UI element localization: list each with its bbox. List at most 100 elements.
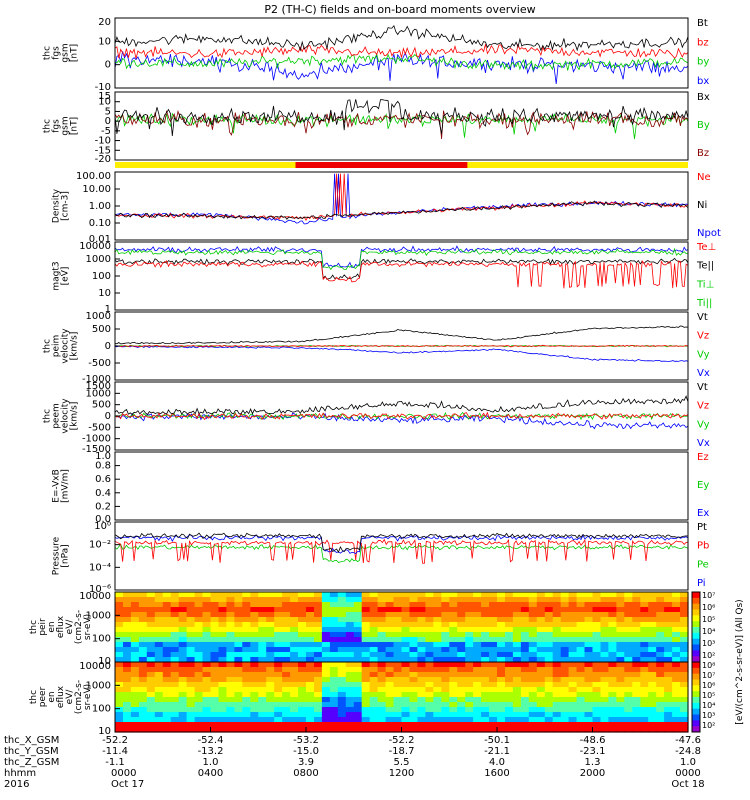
spectrogram-cell <box>282 652 291 658</box>
spectrogram-cell <box>266 612 275 618</box>
spectrogram-cell <box>337 712 347 718</box>
spectrogram-cell <box>178 632 188 638</box>
spectrogram-cell <box>282 642 291 648</box>
spectrogram-cell <box>680 722 689 728</box>
spectrogram-cell <box>170 672 180 678</box>
spectrogram-cell <box>266 662 275 668</box>
y-tick-label: 1000 <box>86 680 111 691</box>
spectrogram-cell <box>401 667 411 673</box>
spectrogram-cell <box>218 672 228 678</box>
panel-density-plot <box>114 173 689 225</box>
spectrogram-cell <box>282 692 291 698</box>
spectrogram-cell <box>377 652 387 658</box>
spectrogram-cell <box>536 717 546 723</box>
spectrogram-cell <box>648 672 657 678</box>
spectrogram-cell <box>560 692 570 698</box>
spectrogram-cell <box>417 702 426 708</box>
spectrogram-cell <box>250 657 259 663</box>
spectrogram-cell <box>568 672 578 678</box>
spectrogram-cell <box>329 597 339 603</box>
spectrogram-cell <box>441 632 450 638</box>
spectrogram-cell <box>520 712 530 718</box>
spectrogram-cell <box>242 717 251 723</box>
spectrogram-cell <box>138 607 148 613</box>
y-tick-label: 0 <box>105 116 111 127</box>
spectrogram-cell <box>409 602 419 608</box>
spectrogram-cell <box>528 677 538 683</box>
spectrogram-cell <box>664 697 673 703</box>
spectrogram-cell <box>234 687 243 693</box>
spectrogram-cell <box>385 692 395 698</box>
spectrogram-cell <box>377 702 387 708</box>
ylabel-line: [nT] <box>70 117 80 135</box>
colorbar-swatch <box>692 702 700 710</box>
spectrogram-cell <box>624 612 633 618</box>
spectrogram-cell <box>329 667 339 673</box>
spectrogram-cell <box>608 697 617 703</box>
spectrogram-cell <box>314 712 323 718</box>
spectrogram-cell <box>306 602 315 608</box>
spectrogram-cell <box>672 612 681 618</box>
colorbar-tick-label: 10³ <box>702 711 715 720</box>
spectrogram-cell <box>202 712 212 718</box>
spectrogram-cell <box>321 622 331 628</box>
spectrogram-cell <box>433 602 442 608</box>
spectrogram-cell <box>664 667 673 673</box>
spectrogram-cell <box>130 662 140 668</box>
spectrogram-cell <box>314 672 323 678</box>
spectrogram-cell <box>274 662 283 668</box>
spectrogram-cell <box>680 687 689 693</box>
spectrogram-cell <box>512 642 522 648</box>
spectrogram-cell <box>178 612 188 618</box>
spectrogram-cell <box>449 647 458 653</box>
y-tick-label: 0.4 <box>95 488 111 499</box>
spectrogram-cell <box>218 667 228 673</box>
spectrogram-cell <box>393 682 403 688</box>
spectrogram-cell <box>266 617 275 623</box>
spectrogram-cell <box>497 637 506 643</box>
spectrogram-cell <box>544 727 554 733</box>
spectrogram-cell <box>202 607 212 613</box>
spectrogram-cell <box>425 607 434 613</box>
spectrogram-cell <box>505 672 514 678</box>
spectrogram-cell <box>282 687 291 693</box>
spectrogram-cell <box>552 637 562 643</box>
spectrogram-cell <box>608 722 617 728</box>
spectrogram-cell <box>361 662 371 668</box>
spectrogram-cell <box>648 592 657 598</box>
spectrogram-cell <box>481 627 490 633</box>
spectrogram-cell <box>481 677 490 683</box>
spectrogram-cell <box>178 702 188 708</box>
spectrogram-cell <box>544 597 554 603</box>
spectrogram-cell <box>306 607 315 613</box>
spectrogram-cell <box>544 602 554 608</box>
panel-frame <box>114 171 689 241</box>
spectrogram-cell <box>568 697 578 703</box>
spectrogram-cell <box>568 702 578 708</box>
spectrogram-cell <box>465 722 474 728</box>
spectrogram-cell <box>250 597 259 603</box>
spectrogram-cell <box>576 677 586 683</box>
spectrogram-cell <box>425 677 434 683</box>
spectrogram-cell <box>584 597 594 603</box>
spectrogram-cell <box>465 677 474 683</box>
spectrogram-cell <box>123 597 132 603</box>
y-tick-label: 10⁻⁶ <box>89 584 111 595</box>
spectrogram-cell <box>473 672 482 678</box>
spectrogram-cell <box>640 687 649 693</box>
spectrogram-cell <box>457 647 466 653</box>
spectrogram-cell <box>385 682 395 688</box>
spectrogram-cell <box>202 602 212 608</box>
spectrogram-cell <box>162 727 172 733</box>
spectrogram-cell <box>520 607 530 613</box>
spectrogram-cell <box>154 637 164 643</box>
spectrogram-cell <box>473 622 482 628</box>
spectrogram-cell <box>226 662 235 668</box>
spectrogram-cell <box>170 602 180 608</box>
spectrogram-cell <box>528 647 538 653</box>
spectrogram-cell <box>162 652 172 658</box>
spectrogram-cell <box>600 652 610 658</box>
spectrogram-cell <box>290 617 299 623</box>
spectrogram-cell <box>425 597 434 603</box>
ylabel-line: thc <box>29 690 39 704</box>
